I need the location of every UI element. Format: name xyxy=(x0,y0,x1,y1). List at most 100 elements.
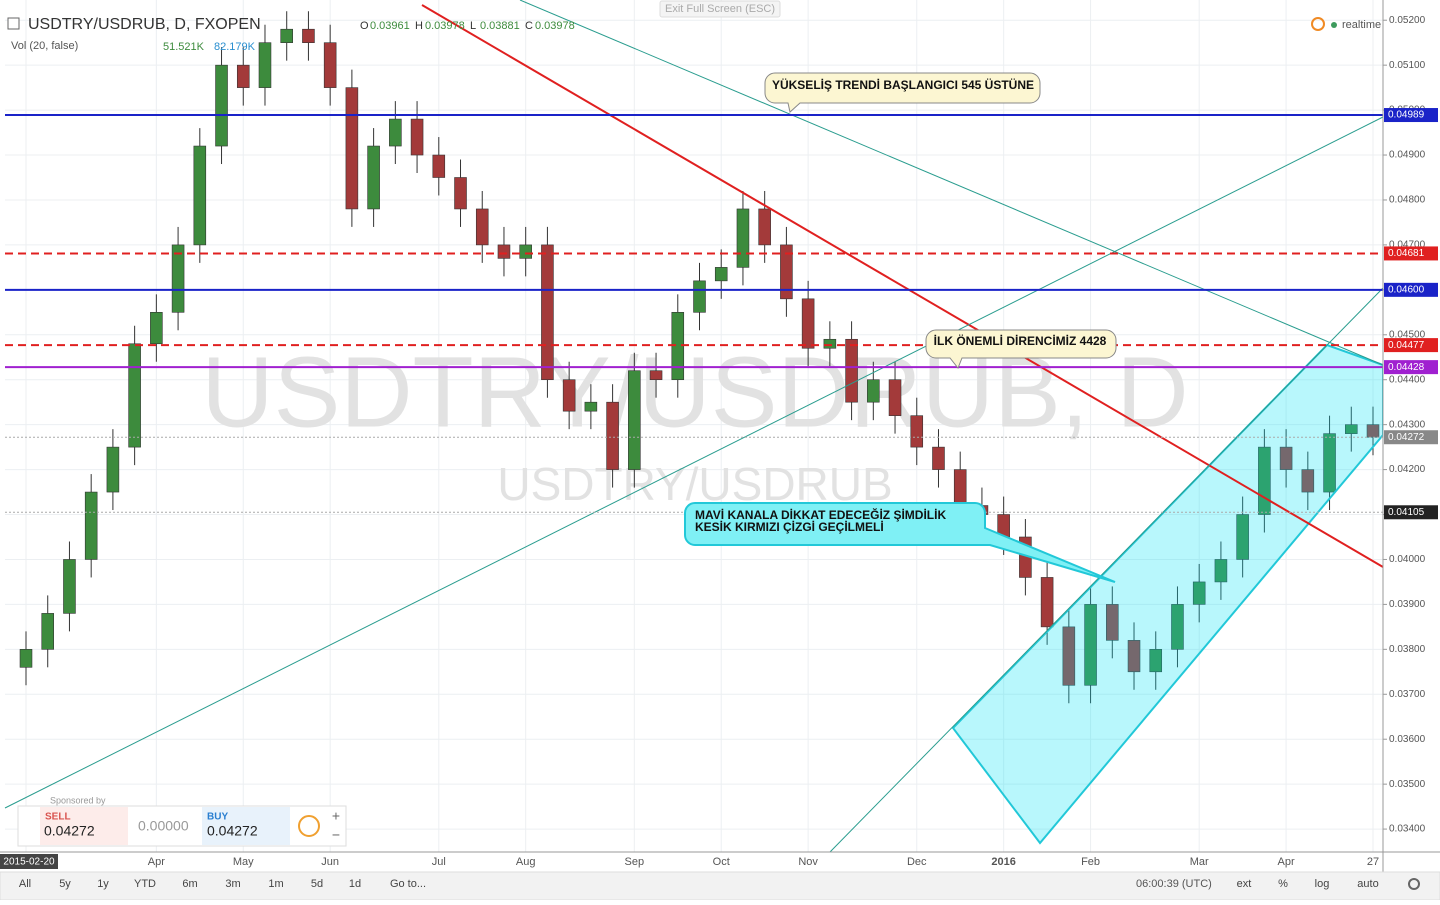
candle-body xyxy=(497,244,511,259)
readout-key: L xyxy=(470,20,476,32)
y-tick-label: 0.03500 xyxy=(1389,779,1426,790)
candle-body xyxy=(389,118,402,147)
range-button[interactable]: 1d xyxy=(349,878,361,890)
y-tick-label: 0.05200 xyxy=(1389,15,1426,26)
candle-body xyxy=(258,42,272,88)
realtime: realtime xyxy=(1342,19,1381,31)
candle-body xyxy=(19,649,33,668)
candle-body xyxy=(1301,469,1315,493)
candle-body xyxy=(628,370,641,470)
exit-fullscreen-text: Exit Full Screen (ESC) xyxy=(665,3,775,15)
range-button[interactable]: 6m xyxy=(182,878,197,890)
price-tag-label: 0.04989 xyxy=(1388,110,1425,121)
y-tick-label: 0.04700 xyxy=(1389,240,1426,251)
option-button[interactable]: % xyxy=(1278,878,1288,890)
callout-text: YÜKSELİŞ TRENDİ BAŞLANGICI 545 ÜSTÜNE xyxy=(772,77,1034,92)
range-button[interactable]: 5d xyxy=(311,878,323,890)
x-tick-label: Feb xyxy=(1081,856,1100,868)
trendline xyxy=(4,116,1384,809)
range-button[interactable]: 1m xyxy=(268,878,283,890)
x-tick-label: Sep xyxy=(625,856,645,868)
sponsored: Sponsored by xyxy=(50,795,106,805)
readout-value: 0.03961 xyxy=(370,20,410,32)
range-button[interactable]: YTD xyxy=(134,878,156,890)
candle-body xyxy=(1192,581,1206,605)
grid xyxy=(5,0,1383,852)
candle-body xyxy=(41,613,55,650)
option-button[interactable]: ext xyxy=(1237,878,1252,890)
x-tick-label: Mar xyxy=(1190,856,1209,868)
y-tick-label: 0.04300 xyxy=(1389,419,1426,430)
minus-button[interactable]: − xyxy=(332,827,340,843)
toolbar-items: All 5y 1y YTD 6m 3m 1m 5d 1d Go to... ext% log auto xyxy=(19,878,1420,890)
candle-body xyxy=(541,244,554,381)
candle-body xyxy=(932,446,945,470)
candle-body xyxy=(780,244,793,300)
range-button[interactable]: 1y xyxy=(97,878,109,890)
option-button[interactable]: auto xyxy=(1357,878,1378,890)
candle-body xyxy=(1279,446,1293,470)
buy-button[interactable] xyxy=(202,807,290,845)
candle-body xyxy=(910,415,924,448)
readout-key: H xyxy=(415,20,423,32)
range-button[interactable]: 5y xyxy=(59,878,71,890)
info-icon[interactable] xyxy=(298,815,320,837)
price-tag xyxy=(1384,430,1438,445)
candle-body xyxy=(236,64,250,88)
callout-text: İLK ÖNEMLİ DİRENCİMİZ 4428 xyxy=(934,333,1107,348)
volume-label: Vol (20, false) xyxy=(11,40,78,52)
readout-key: O xyxy=(360,20,369,32)
y-tick-label: 0.05100 xyxy=(1389,60,1426,71)
y-tick-label: 0.04800 xyxy=(1389,195,1426,206)
candle-body xyxy=(410,118,424,156)
candle-body xyxy=(1214,559,1228,583)
candle-body xyxy=(823,338,837,349)
callout xyxy=(764,72,1041,113)
candle-body xyxy=(367,145,380,210)
sell-button[interactable] xyxy=(40,807,128,845)
price-tag xyxy=(1384,505,1438,520)
exit-fullscreen[interactable] xyxy=(659,0,781,18)
readout-key: C xyxy=(525,20,533,32)
price-tag-label: 0.04105 xyxy=(1388,507,1425,518)
y-tick-label: 0.04500 xyxy=(1389,329,1426,340)
y-tick-label: 0.03700 xyxy=(1389,689,1426,700)
readout-value: 0.03978 xyxy=(425,20,465,32)
candle-body xyxy=(888,379,902,416)
x-label-bg xyxy=(0,854,58,869)
candle-body xyxy=(1127,640,1141,673)
price-tag xyxy=(1384,246,1438,261)
x-tick-label: 2015-02-20 xyxy=(3,857,55,868)
collapse-icon[interactable] xyxy=(7,17,20,30)
range-button[interactable]: Go to... xyxy=(390,878,426,890)
status-dot xyxy=(1331,22,1337,28)
alert-icon[interactable] xyxy=(1311,17,1325,31)
y-tick-label: 0.03600 xyxy=(1389,734,1426,745)
candle-body xyxy=(1258,446,1271,515)
candle-body xyxy=(758,208,771,246)
candle-body xyxy=(302,28,315,43)
range-button[interactable]: All xyxy=(19,878,31,890)
buy-label: BUY xyxy=(207,812,228,823)
price-tag-label: 0.04272 xyxy=(1388,432,1425,443)
settings-icon[interactable] xyxy=(1408,878,1420,890)
symbol-title: USDTRY/USDRUB, D, FXOPEN xyxy=(28,16,261,33)
candle-body xyxy=(128,343,141,448)
range-button[interactable]: 3m xyxy=(225,878,240,890)
option-button[interactable]: log xyxy=(1315,878,1330,890)
x-tick-label: May xyxy=(233,856,254,868)
price-tag xyxy=(1384,108,1438,123)
spread: 0.00000 xyxy=(138,818,189,834)
candle-body xyxy=(736,208,750,268)
callout xyxy=(925,329,1117,369)
callout-text: MAVİ KANALA DİKKAT EDECEĞİZ ŞİMDİLİK xyxy=(695,507,946,522)
y-tick-label: 0.04000 xyxy=(1389,554,1426,565)
plus-button[interactable]: + xyxy=(332,808,340,824)
candle-body xyxy=(693,280,706,313)
candle-body xyxy=(1106,604,1119,641)
candle-body xyxy=(519,244,532,259)
y-tick-label: 0.03900 xyxy=(1389,599,1426,610)
candle-body xyxy=(1149,649,1163,673)
candle-body xyxy=(63,559,76,614)
